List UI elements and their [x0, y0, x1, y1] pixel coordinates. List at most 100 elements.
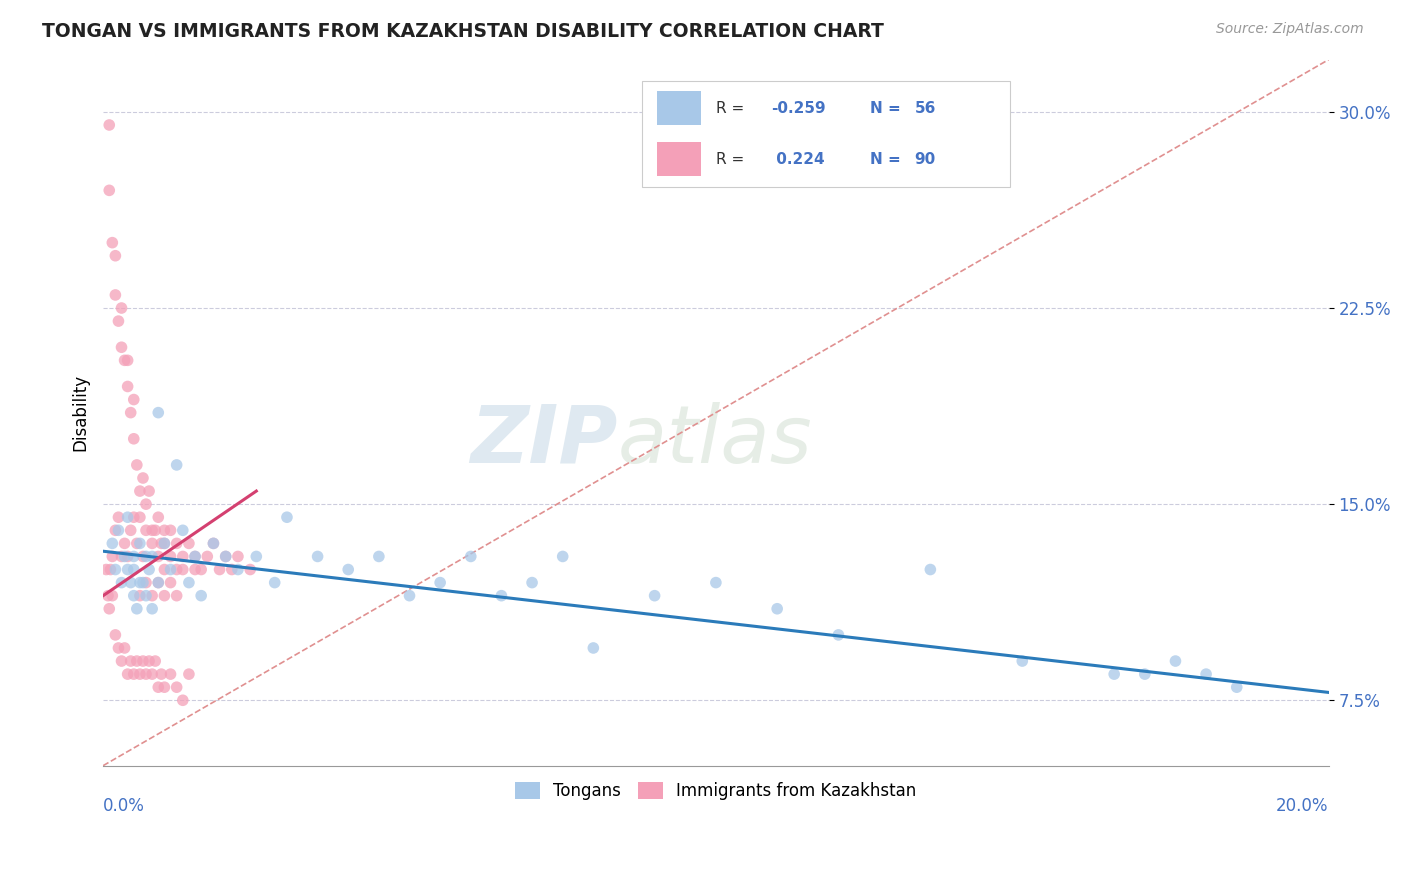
Point	[104, 288, 127, 302]
Point	[98, 118, 121, 132]
Point	[307, 549, 329, 564]
Point	[101, 536, 124, 550]
Y-axis label: Disability: Disability	[72, 374, 89, 451]
Point	[263, 575, 285, 590]
Point	[166, 458, 188, 472]
Point	[117, 379, 139, 393]
Point	[202, 536, 225, 550]
Point	[128, 575, 150, 590]
Point	[117, 667, 139, 681]
Point	[177, 575, 200, 590]
Point	[148, 680, 170, 694]
Point	[1164, 654, 1187, 668]
Point	[141, 536, 163, 550]
Point	[172, 693, 194, 707]
Point	[460, 549, 482, 564]
Point	[367, 549, 389, 564]
Point	[98, 183, 121, 197]
Point	[148, 575, 170, 590]
Point	[114, 536, 136, 550]
Point	[135, 667, 157, 681]
Point	[125, 458, 148, 472]
Point	[215, 549, 238, 564]
Point	[221, 562, 243, 576]
Point	[159, 562, 181, 576]
Point	[141, 601, 163, 615]
Point	[153, 536, 176, 550]
Point	[337, 562, 360, 576]
Point	[110, 654, 132, 668]
Point	[114, 353, 136, 368]
Point	[159, 667, 181, 681]
Point	[110, 549, 132, 564]
Point	[135, 524, 157, 538]
Point	[148, 575, 170, 590]
Point	[120, 654, 142, 668]
Point	[120, 524, 142, 538]
Point	[132, 575, 155, 590]
Text: Source: ZipAtlas.com: Source: ZipAtlas.com	[1216, 22, 1364, 37]
Point	[153, 536, 176, 550]
Text: TONGAN VS IMMIGRANTS FROM KAZAKHSTAN DISABILITY CORRELATION CHART: TONGAN VS IMMIGRANTS FROM KAZAKHSTAN DIS…	[42, 22, 884, 41]
Point	[166, 680, 188, 694]
Point	[132, 471, 155, 485]
Point	[107, 524, 129, 538]
Point	[114, 640, 136, 655]
Point	[159, 575, 181, 590]
Point	[135, 497, 157, 511]
Point	[117, 549, 139, 564]
Point	[159, 524, 181, 538]
Point	[644, 589, 666, 603]
Point	[122, 510, 145, 524]
Text: atlas: atlas	[617, 402, 813, 480]
Point	[208, 562, 231, 576]
Point	[128, 589, 150, 603]
Point	[276, 510, 298, 524]
Point	[96, 562, 118, 576]
Point	[491, 589, 513, 603]
Point	[132, 549, 155, 564]
Point	[100, 562, 122, 576]
Point	[159, 549, 181, 564]
Point	[117, 562, 139, 576]
Point	[429, 575, 451, 590]
Point	[177, 536, 200, 550]
Point	[153, 562, 176, 576]
Point	[132, 654, 155, 668]
Point	[172, 524, 194, 538]
Point	[150, 667, 173, 681]
Point	[114, 549, 136, 564]
Point	[101, 549, 124, 564]
Point	[110, 340, 132, 354]
Point	[128, 536, 150, 550]
Point	[128, 510, 150, 524]
Point	[150, 536, 173, 550]
Point	[141, 524, 163, 538]
Point	[125, 601, 148, 615]
Point	[125, 654, 148, 668]
Point	[1133, 667, 1156, 681]
Point	[195, 549, 218, 564]
Point	[226, 549, 249, 564]
Point	[135, 589, 157, 603]
Point	[104, 628, 127, 642]
Point	[215, 549, 238, 564]
Point	[101, 589, 124, 603]
Point	[135, 549, 157, 564]
Point	[120, 406, 142, 420]
Point	[104, 524, 127, 538]
Point	[125, 536, 148, 550]
Point	[148, 406, 170, 420]
Point	[766, 601, 789, 615]
Point	[138, 562, 160, 576]
Point	[184, 562, 207, 576]
Point	[141, 589, 163, 603]
Point	[120, 575, 142, 590]
Point	[172, 562, 194, 576]
Point	[104, 562, 127, 576]
Point	[107, 640, 129, 655]
Point	[143, 654, 166, 668]
Point	[1011, 654, 1033, 668]
Point	[166, 562, 188, 576]
Point	[135, 575, 157, 590]
